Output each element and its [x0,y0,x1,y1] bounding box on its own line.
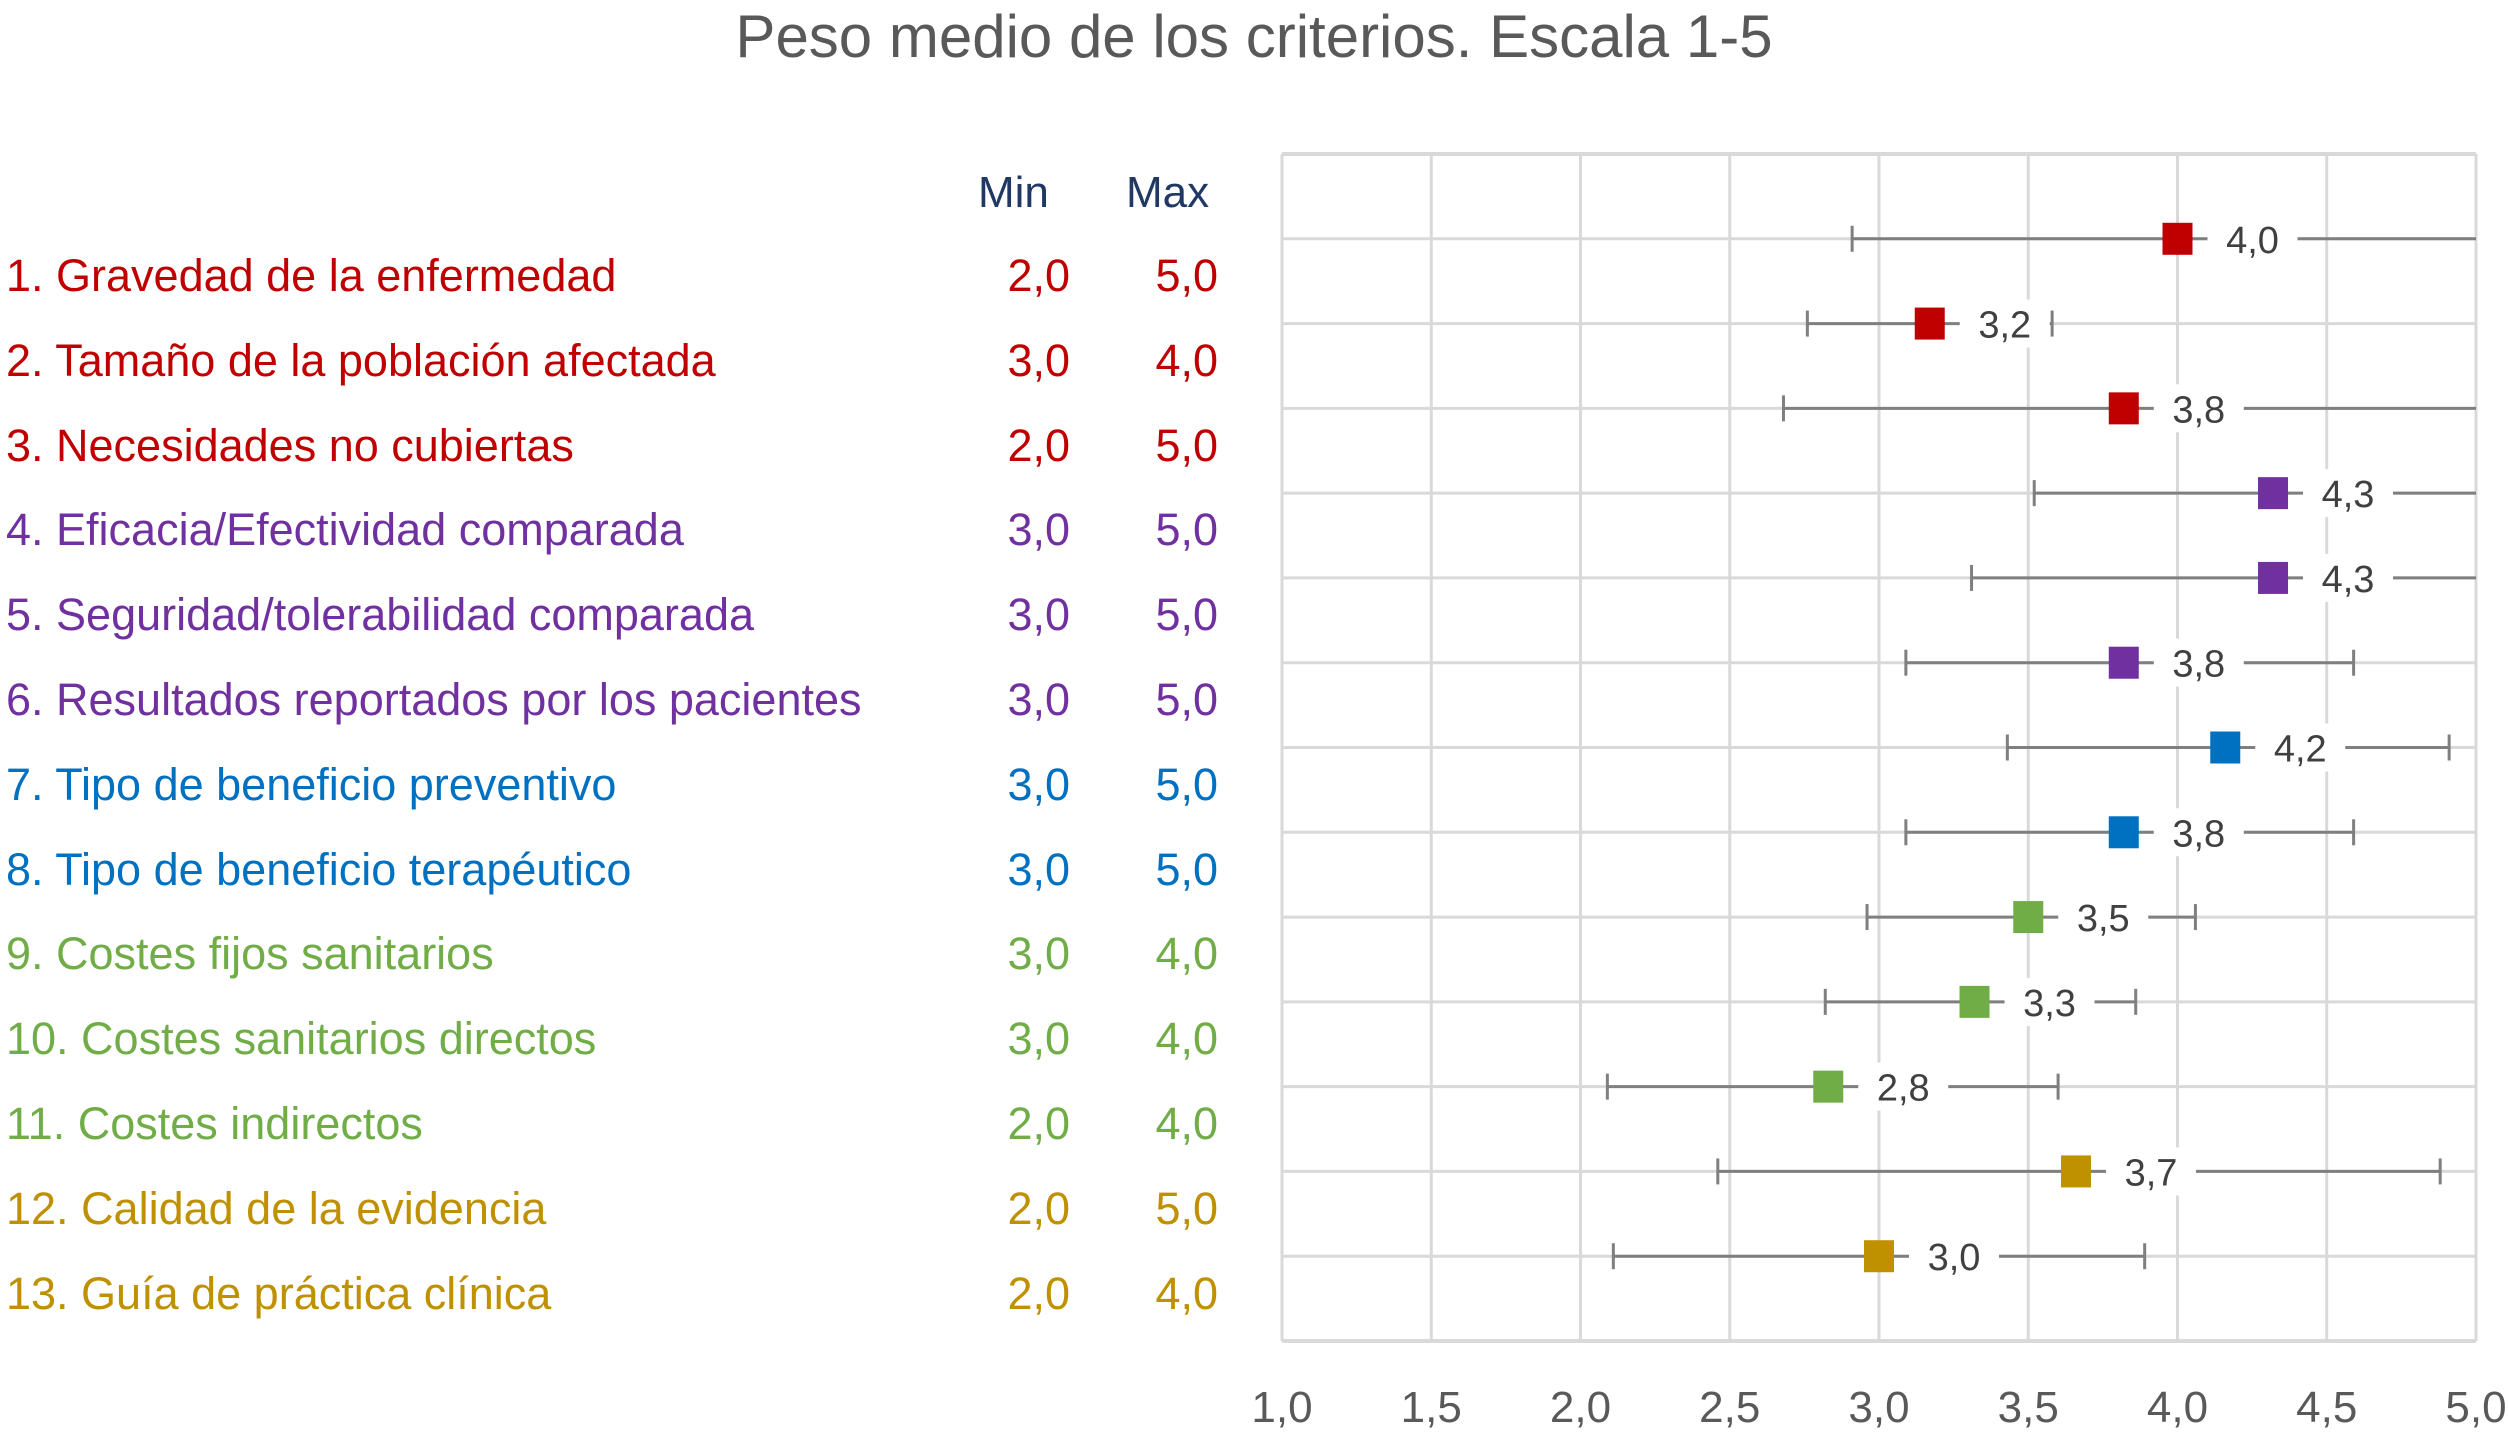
mean-marker [2108,646,2139,679]
data-label-background [1959,299,2050,348]
criterion-max: 5,0 [1155,504,1218,556]
criterion-max: 5,0 [1155,758,1218,810]
data-label-background [2303,553,2394,602]
criterion-min: 2,0 [1007,1182,1070,1234]
mean-marker [2162,222,2193,255]
criterion-label: 13. Guía de práctica clínica [6,1267,552,1319]
criterion-max: 4,0 [1155,1013,1218,1065]
mean-marker [2013,901,2044,934]
criterion-min: 3,0 [1007,758,1070,810]
criterion-max: 5,0 [1155,250,1218,301]
data-label: 4,3 [2322,474,2375,516]
data-label-background [1858,1062,1949,1111]
mean-marker [2108,816,2139,849]
criterion-max: 5,0 [1155,674,1218,725]
criterion-min: 3,0 [1007,1013,1070,1065]
criterion-label: 12. Calidad de la evidencia [6,1182,547,1234]
x-tick-label: 2,5 [1699,1383,1760,1432]
criterion-label: 3. Necesidades no cubiertas [6,419,574,471]
x-tick-label: 3,5 [1998,1383,2059,1432]
criterion-max: 5,0 [1155,1182,1218,1234]
x-tick-label: 1,5 [1401,1383,1462,1432]
criterion-label: 11. Costes indirectos [6,1098,423,1149]
criterion-label: 2. Tamaño de la población afectada [6,334,716,386]
data-label: 4,3 [2322,559,2375,601]
min-column-header: Min [978,168,1049,217]
data-label: 4,0 [2226,220,2279,262]
criterion-label: 5. Seguridad/tolerabilidad comparada [6,589,754,641]
x-tick-label: 4,5 [2296,1383,2357,1432]
mean-marker [1914,307,1945,340]
data-label-background [2207,214,2298,263]
criterion-min: 3,0 [1007,589,1070,641]
criterion-max: 5,0 [1155,589,1218,641]
data-label: 4,2 [2274,729,2327,771]
data-label-background [2106,1147,2197,1196]
criterion-min: 2,0 [1007,419,1070,471]
mean-marker [1864,1240,1894,1273]
data-label-background [2153,638,2244,687]
x-tick-label: 4,0 [2147,1383,2208,1432]
criterion-max: 4,0 [1155,1098,1218,1149]
data-label-background [2303,469,2394,518]
x-tick-label: 1,0 [1251,1383,1312,1432]
chart-title: Peso medio de los criterios. Escala 1-5 [735,3,1773,70]
data-label-background [2255,723,2346,772]
data-label-background [1909,1232,1999,1281]
data-label: 3,8 [2172,389,2225,431]
criterion-min: 2,0 [1007,1267,1070,1319]
criterion-min: 3,0 [1007,504,1070,556]
data-label: 2,8 [1877,1068,1930,1110]
criterion-max: 4,0 [1155,1267,1218,1319]
criterion-label: 1. Gravedad de la enfermedad [6,250,617,301]
x-tick-label: 3,0 [1848,1383,1909,1432]
criterion-label: 4. Eficacia/Efectividad comparada [6,504,684,556]
mean-marker [2210,731,2241,764]
data-label: 3,7 [2125,1152,2178,1194]
data-label-background [2153,384,2244,433]
criterion-label: 9. Costes fijos sanitarios [6,928,494,980]
data-label: 3,5 [2077,898,2130,940]
mean-marker [2108,392,2139,425]
criterion-max: 5,0 [1155,843,1218,895]
criterion-max: 4,0 [1155,334,1218,386]
mean-marker [1813,1070,1844,1103]
criterion-min: 3,0 [1007,674,1070,725]
data-label: 3,2 [1978,305,2031,347]
data-label: 3,0 [1928,1237,1981,1279]
criterion-min: 3,0 [1007,843,1070,895]
criterion-min: 3,0 [1007,928,1070,980]
criterion-label: 7. Tipo de beneficio preventivo [6,758,617,810]
max-column-header: Max [1126,168,1210,217]
x-tick-label: 2,0 [1550,1383,1611,1432]
data-label-background [2153,808,2244,857]
criterion-label: 10. Costes sanitarios directos [6,1013,597,1065]
criterion-label: 8. Tipo de beneficio terapéutico [6,843,632,895]
criterion-min: 2,0 [1007,1098,1070,1149]
criterion-label: 6. Resultados reportados por los pacient… [6,674,862,725]
data-label-background [2058,893,2149,942]
criterion-max: 4,0 [1155,928,1218,980]
mean-marker [2061,1155,2092,1188]
data-label: 3,3 [2023,983,2076,1025]
x-tick-label: 5,0 [2445,1383,2506,1432]
criterion-max: 5,0 [1155,419,1218,471]
mean-marker [2258,561,2289,594]
data-label-background [2004,977,2095,1026]
data-label: 3,8 [2172,813,2225,855]
criterion-min: 3,0 [1007,334,1070,386]
data-label: 3,8 [2172,644,2225,686]
criterion-min: 2,0 [1007,250,1070,301]
mean-marker [2258,477,2289,510]
mean-marker [1959,985,1990,1018]
